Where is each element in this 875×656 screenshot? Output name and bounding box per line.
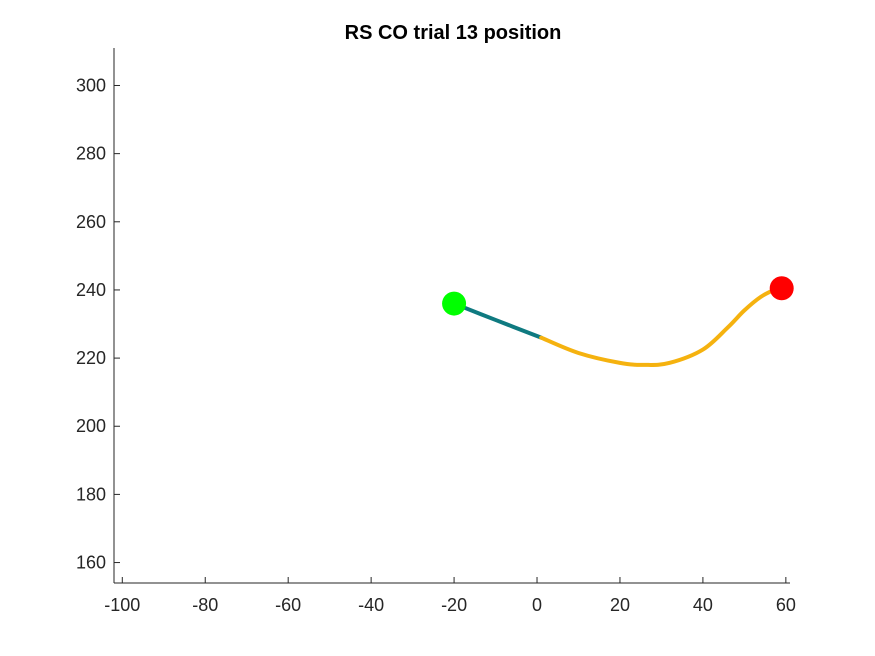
y-tick-label: 160 xyxy=(76,553,106,573)
x-tick-label: -40 xyxy=(358,595,384,615)
start-marker xyxy=(442,291,467,316)
y-tick-label: 220 xyxy=(76,348,106,368)
chart-axes xyxy=(113,48,790,584)
x-tick-label: -100 xyxy=(104,595,140,615)
chart-title: RS CO trial 13 position xyxy=(345,22,562,44)
trajectory-segment-2 xyxy=(539,286,780,367)
plot-area xyxy=(442,276,794,367)
y-tick-label: 300 xyxy=(76,75,106,95)
y-tick-label: 180 xyxy=(76,484,106,504)
x-tick-label: 0 xyxy=(532,595,542,615)
end-marker xyxy=(769,276,794,301)
y-tick-label: 260 xyxy=(76,212,106,232)
x-tick-label: 20 xyxy=(610,595,630,615)
y-tick-label: 240 xyxy=(76,280,106,300)
y-tick-label: 200 xyxy=(76,416,106,436)
x-ticks: -100 -80 -60 -40 -20 0 20 40 60 xyxy=(104,577,796,615)
x-tick-label: 60 xyxy=(776,595,796,615)
x-tick-label: -80 xyxy=(192,595,218,615)
y-ticks: 160 180 200 220 240 260 280 300 xyxy=(76,75,120,573)
x-tick-label: 40 xyxy=(693,595,713,615)
x-tick-label: -60 xyxy=(275,595,301,615)
y-tick-label: 280 xyxy=(76,144,106,164)
trajectory-segment-1 xyxy=(452,301,544,340)
x-tick-label: -20 xyxy=(441,595,467,615)
